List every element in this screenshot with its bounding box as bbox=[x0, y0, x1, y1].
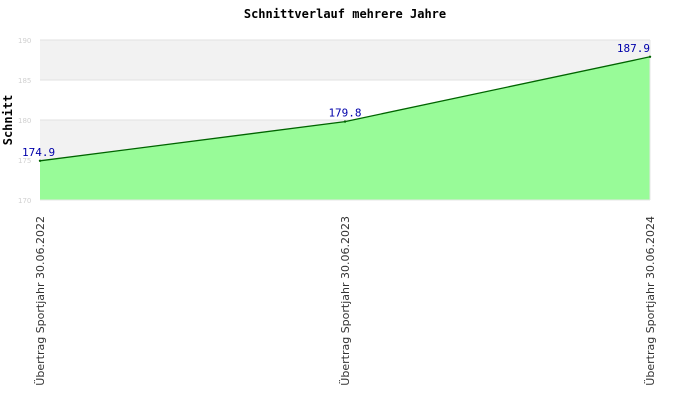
data-point bbox=[38, 159, 42, 162]
data-point bbox=[648, 55, 652, 58]
y-tick-label: 170 bbox=[18, 197, 31, 205]
y-axis-label: Schnitt bbox=[1, 95, 15, 146]
data-label: 174.9 bbox=[22, 146, 55, 159]
x-tick-label: Übertrag Sportjahr 30.06.2023 bbox=[339, 216, 352, 386]
data-point bbox=[343, 120, 347, 123]
y-tick-label: 175 bbox=[18, 157, 31, 165]
background-band bbox=[40, 40, 650, 80]
area-fill bbox=[40, 56, 650, 200]
plot-area: 170 175 180 185 190 174.9 179.8 187.9 Übertrag S… bbox=[18, 37, 657, 386]
x-tick-label: Übertrag Sportjahr 30.06.2022 bbox=[34, 216, 47, 386]
x-tick-label: Übertrag Sportjahr 30.06.2024 bbox=[644, 216, 657, 386]
data-label: 179.8 bbox=[328, 107, 361, 120]
data-label: 187.9 bbox=[617, 42, 650, 55]
chart-title: Schnittverlauf mehrere Jahre bbox=[244, 7, 446, 21]
y-tick-label: 185 bbox=[18, 77, 31, 85]
y-tick-label: 190 bbox=[18, 37, 31, 45]
y-tick-label: 180 bbox=[18, 117, 31, 125]
